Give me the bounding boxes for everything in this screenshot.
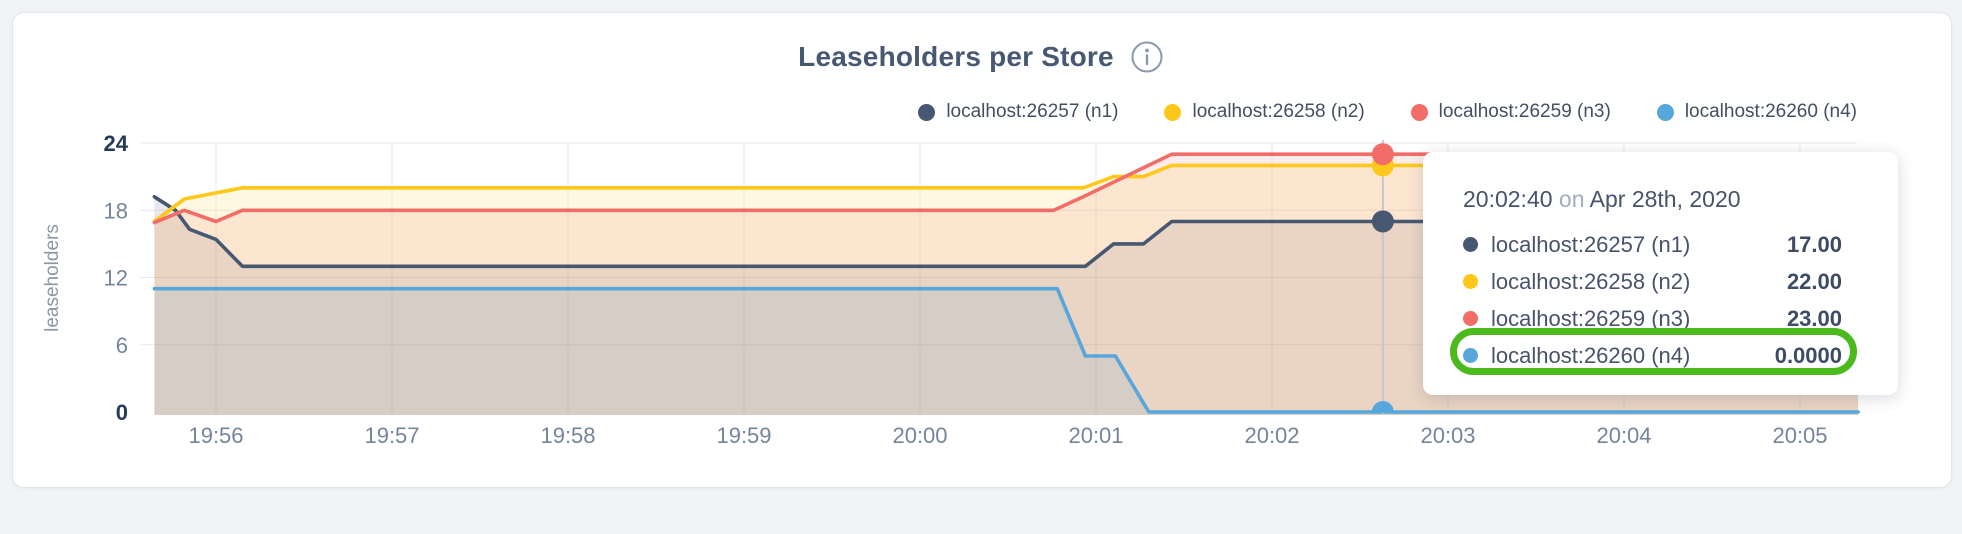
legend: localhost:26257 (n1) localhost:26258 (n2)…: [918, 101, 1857, 123]
tooltip-row-value: 23.00: [1786, 305, 1842, 331]
tooltip-row-dot: [1463, 274, 1478, 289]
tooltip-date: Apr 28th, 2020: [1589, 186, 1741, 212]
tooltip-row-dot: [1463, 311, 1478, 326]
x-tick-label: 20:01: [1068, 423, 1123, 448]
legend-dot: [1410, 103, 1428, 121]
legend-label: localhost:26259 (n3): [1438, 101, 1611, 122]
tooltip-row-n1: localhost:26257 (n1) 17.00: [1463, 226, 1842, 263]
tooltip-connector: on: [1558, 186, 1585, 212]
tooltip-row-dot: [1463, 237, 1478, 252]
x-tick-label: 20:02: [1244, 423, 1299, 448]
x-tick-label: 20:05: [1772, 423, 1827, 448]
x-tick-label: 20:00: [892, 423, 947, 448]
legend-item-n3[interactable]: localhost:26259 (n3): [1410, 101, 1611, 123]
y-tick-label: 0: [116, 400, 128, 425]
series-line-n3: [152, 152, 1860, 225]
tooltip-row-dot: [1463, 348, 1478, 363]
y-tick-label: 18: [104, 198, 128, 223]
x-tick-label: 19:59: [716, 423, 771, 448]
legend-dot: [1656, 103, 1674, 121]
tooltip-header: 20:02:40 on Apr 28th, 2020: [1463, 186, 1842, 213]
tooltip-row-value: 17.00: [1786, 231, 1842, 257]
series-line-n1: [152, 195, 1860, 269]
tooltip-row-value: 22.00: [1786, 268, 1842, 294]
legend-dot: [918, 103, 936, 121]
tooltip-row-n4: localhost:26260 (n4) 0.0000: [1463, 337, 1842, 374]
x-tick-label: 19:58: [540, 423, 595, 448]
axis-labels: 0 6 12 18 24 19:56 19:57 19:58 19:59 20:00 20:01 20…: [42, 131, 1828, 448]
legend-dot: [1164, 103, 1182, 121]
x-tick-label: 20:04: [1596, 423, 1651, 448]
legend-item-n4[interactable]: localhost:26260 (n4): [1656, 101, 1857, 123]
y-tick-label: 6: [116, 333, 128, 358]
hover-marker-n3: [1371, 143, 1394, 166]
legend-item-n2[interactable]: localhost:26258 (n2): [1164, 101, 1365, 123]
legend-label: localhost:26260 (n4): [1684, 101, 1857, 122]
tooltip-row-label: localhost:26259 (n3): [1491, 305, 1691, 331]
tooltip-row-value: 0.0000: [1774, 342, 1842, 368]
x-tick-label: 19:56: [188, 423, 243, 448]
tooltip-row-n3: localhost:26259 (n3) 23.00: [1463, 300, 1842, 337]
series-line-n4: [152, 286, 1860, 414]
chart-title: Leaseholders per Store: [798, 41, 1114, 72]
tooltip-row-label: localhost:26258 (n2): [1491, 268, 1691, 294]
y-axis-title: leaseholders: [42, 224, 63, 332]
legend-label: localhost:26258 (n2): [1192, 101, 1365, 122]
info-icon[interactable]: [1130, 40, 1164, 74]
tooltip-rows: localhost:26257 (n1) 17.00 localhost:26258…: [1463, 226, 1842, 374]
y-tick-label: 24: [104, 131, 129, 156]
hover-marker-n1: [1371, 210, 1394, 233]
legend-label: localhost:26257 (n1): [946, 101, 1119, 122]
series-lines: [152, 152, 1860, 414]
hover-marker-n4: [1371, 401, 1394, 413]
y-tick-label: 12: [104, 266, 128, 291]
hover-markers: [1371, 143, 1394, 413]
tooltip-row-label: localhost:26257 (n1): [1491, 231, 1691, 257]
tooltip-time: 20:02:40: [1463, 186, 1553, 212]
tooltip-row-n2: localhost:26258 (n2) 22.00: [1463, 263, 1842, 300]
series-line-n2: [152, 163, 1860, 224]
chart-header: Leaseholders per Store: [12, 40, 1950, 74]
x-tick-label: 19:57: [364, 423, 419, 448]
x-tick-label: 20:03: [1420, 423, 1475, 448]
tooltip-row-label: localhost:26260 (n4): [1491, 342, 1691, 368]
legend-item-n1[interactable]: localhost:26257 (n1): [918, 101, 1118, 123]
hover-tooltip: 20:02:40 on Apr 28th, 2020 localhost:262…: [1423, 152, 1898, 395]
